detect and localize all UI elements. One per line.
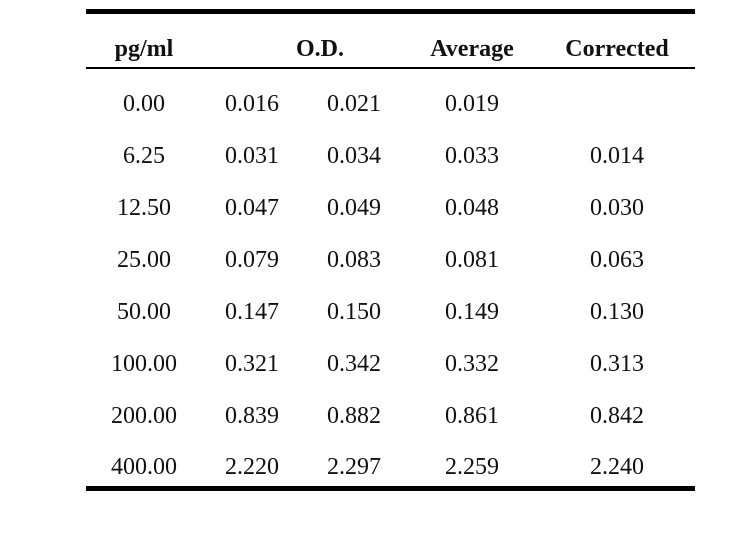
cell-average: 0.149 xyxy=(445,299,499,325)
cell-concentration: 50.00 xyxy=(117,299,171,325)
table-row: 6.25 0.031 0.034 0.033 0.014 xyxy=(0,136,750,176)
cell-concentration: 6.25 xyxy=(123,143,165,169)
cell-od-replicate-1: 0.079 xyxy=(225,247,279,273)
cell-od-replicate-2: 0.342 xyxy=(327,351,381,377)
cell-average: 0.332 xyxy=(445,351,499,377)
table-bottom-rule xyxy=(86,486,695,491)
cell-average: 2.259 xyxy=(445,454,499,480)
cell-od-replicate-2: 0.150 xyxy=(327,299,381,325)
cell-od-replicate-1: 0.839 xyxy=(225,403,279,429)
cell-corrected: 0.842 xyxy=(590,403,644,429)
table-row: 12.50 0.047 0.049 0.048 0.030 xyxy=(0,188,750,228)
cell-od-replicate-2: 0.021 xyxy=(327,91,381,117)
cell-od-replicate-1: 0.147 xyxy=(225,299,279,325)
cell-corrected: 2.240 xyxy=(590,454,644,480)
cell-concentration: 200.00 xyxy=(111,403,177,429)
header-od: O.D. xyxy=(296,36,344,62)
table-row: 50.00 0.147 0.150 0.149 0.130 xyxy=(0,292,750,332)
cell-corrected: 0.063 xyxy=(590,247,644,273)
table-header-rule xyxy=(86,67,695,69)
cell-od-replicate-1: 0.321 xyxy=(225,351,279,377)
cell-corrected: 0.014 xyxy=(590,143,644,169)
cell-od-replicate-1: 2.220 xyxy=(225,454,279,480)
cell-average: 0.048 xyxy=(445,195,499,221)
header-concentration: pg/ml xyxy=(114,36,174,62)
cell-corrected: 0.030 xyxy=(590,195,644,221)
cell-average: 0.019 xyxy=(445,91,499,117)
header-average: Average xyxy=(430,36,514,62)
cell-concentration: 0.00 xyxy=(123,91,165,117)
table-row: 100.00 0.321 0.342 0.332 0.313 xyxy=(0,344,750,384)
cell-od-replicate-2: 0.882 xyxy=(327,403,381,429)
cell-od-replicate-2: 0.083 xyxy=(327,247,381,273)
cell-corrected: 0.313 xyxy=(590,351,644,377)
table-row: 0.00 0.016 0.021 0.019 xyxy=(0,84,750,124)
cell-concentration: 400.00 xyxy=(111,454,177,480)
header-corrected: Corrected xyxy=(565,36,669,62)
cell-od-replicate-1: 0.031 xyxy=(225,143,279,169)
cell-average: 0.861 xyxy=(445,403,499,429)
cell-od-replicate-2: 0.034 xyxy=(327,143,381,169)
cell-od-replicate-1: 0.047 xyxy=(225,195,279,221)
cell-corrected: 0.130 xyxy=(590,299,644,325)
cell-concentration: 12.50 xyxy=(117,195,171,221)
cell-od-replicate-2: 2.297 xyxy=(327,454,381,480)
table-row: 400.00 2.220 2.297 2.259 2.240 xyxy=(0,447,750,487)
cell-od-replicate-2: 0.049 xyxy=(327,195,381,221)
table-row: 200.00 0.839 0.882 0.861 0.842 xyxy=(0,396,750,436)
table-top-rule xyxy=(86,9,695,14)
cell-average: 0.033 xyxy=(445,143,499,169)
cell-average: 0.081 xyxy=(445,247,499,273)
cell-concentration: 100.00 xyxy=(111,351,177,377)
cell-od-replicate-1: 0.016 xyxy=(225,91,279,117)
table-row: 25.00 0.079 0.083 0.081 0.063 xyxy=(0,240,750,280)
cell-concentration: 25.00 xyxy=(117,247,171,273)
